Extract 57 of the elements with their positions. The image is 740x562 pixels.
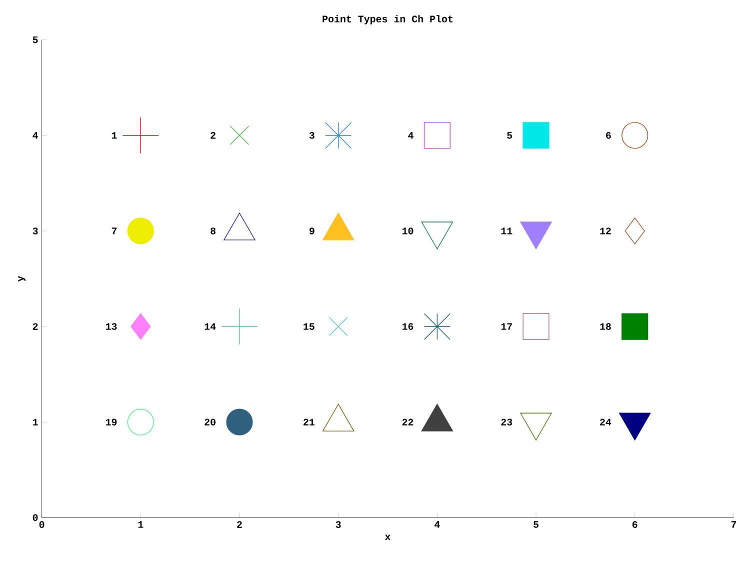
y-tick-label: 3	[32, 227, 38, 234]
series-label: 23	[501, 418, 512, 426]
series-label: 12	[600, 227, 611, 234]
point	[622, 122, 648, 148]
series-label: 4	[408, 132, 414, 138]
y-tick-label: 2	[32, 322, 38, 330]
point	[522, 313, 550, 340]
chart-title: Point Types in Ch Plot	[322, 14, 453, 24]
x-tick-label: 3	[336, 520, 341, 528]
series-label: 17	[501, 323, 512, 330]
point	[230, 126, 249, 145]
series-label: 22	[402, 418, 414, 426]
series-label: 9	[309, 227, 314, 234]
series-label: 15	[304, 322, 314, 330]
series-label: 2	[210, 132, 216, 138]
point	[325, 122, 352, 148]
series-label: 13	[106, 322, 117, 330]
series-label: 7	[112, 227, 117, 234]
series-label: 18	[600, 322, 611, 330]
x-tick-label: 4	[434, 520, 440, 528]
y-tick-label: 0	[32, 514, 38, 521]
series-label: 24	[600, 418, 612, 426]
x-tick-label: 6	[632, 520, 638, 528]
point	[127, 408, 154, 436]
x-tick-label: 1	[138, 520, 144, 528]
point	[221, 308, 258, 345]
point	[127, 217, 154, 244]
series-label: 8	[210, 227, 216, 234]
series-label: 21	[304, 418, 314, 426]
point	[122, 116, 159, 154]
series-label: 20	[204, 418, 216, 426]
point	[624, 217, 645, 244]
series-label: 19	[106, 418, 117, 426]
y-axis-title: y	[18, 276, 26, 282]
series-label: 10	[402, 227, 414, 234]
point	[226, 408, 253, 436]
point	[522, 122, 550, 148]
series-label: 5	[507, 132, 512, 138]
point	[622, 313, 648, 340]
x-tick-label: 2	[237, 520, 242, 528]
series-label: 6	[606, 132, 611, 139]
x-axis-title: x	[385, 534, 390, 540]
point	[424, 313, 450, 340]
y-tick-label: 1	[32, 418, 38, 426]
series-label: 14	[204, 323, 216, 330]
point	[328, 316, 348, 336]
y-tick-label: 5	[32, 36, 38, 43]
series-label: 1	[112, 132, 117, 138]
x-tick-label: 5	[534, 520, 538, 528]
series-label: 11	[501, 227, 512, 234]
point	[130, 313, 151, 340]
series-label: 16	[402, 322, 414, 330]
y-tick-label: 4	[32, 132, 38, 138]
point	[424, 122, 450, 148]
x-tick-label: 7	[731, 520, 736, 528]
series-label: 3	[309, 132, 314, 139]
x-tick-label: 0	[39, 520, 44, 528]
